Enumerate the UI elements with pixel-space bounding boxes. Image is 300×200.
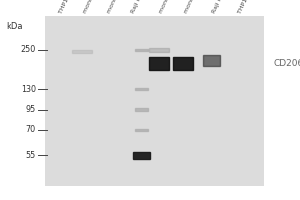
Text: 55: 55 — [26, 151, 36, 160]
Bar — [203, 55, 220, 66]
Text: 70: 70 — [26, 125, 36, 134]
Bar — [133, 152, 150, 159]
Text: CD206: CD206 — [273, 59, 300, 68]
Text: THP1 non-red.: THP1 non-red. — [238, 0, 261, 14]
Text: monocytes red.: monocytes red. — [106, 0, 132, 14]
Text: kDa: kDa — [6, 22, 22, 31]
Bar — [45, 16, 264, 186]
Bar — [135, 108, 148, 111]
Text: 95: 95 — [26, 105, 36, 114]
Bar — [135, 129, 148, 131]
Text: 250: 250 — [21, 46, 36, 54]
Text: monocytes non-red.: monocytes non-red. — [159, 0, 190, 14]
Bar — [149, 48, 169, 52]
Bar — [135, 88, 148, 90]
Text: monocytes non-red.: monocytes non-red. — [183, 0, 214, 14]
Bar — [135, 49, 148, 51]
Text: monocytes red.: monocytes red. — [82, 0, 107, 14]
Text: THP1 red.: THP1 red. — [58, 0, 76, 14]
Bar — [135, 154, 148, 157]
Bar — [149, 57, 169, 70]
Text: 130: 130 — [21, 85, 36, 94]
Bar — [173, 57, 193, 70]
Text: Raji red.: Raji red. — [130, 0, 146, 14]
Bar — [72, 50, 92, 53]
Text: Raji non-red.: Raji non-red. — [212, 0, 233, 14]
